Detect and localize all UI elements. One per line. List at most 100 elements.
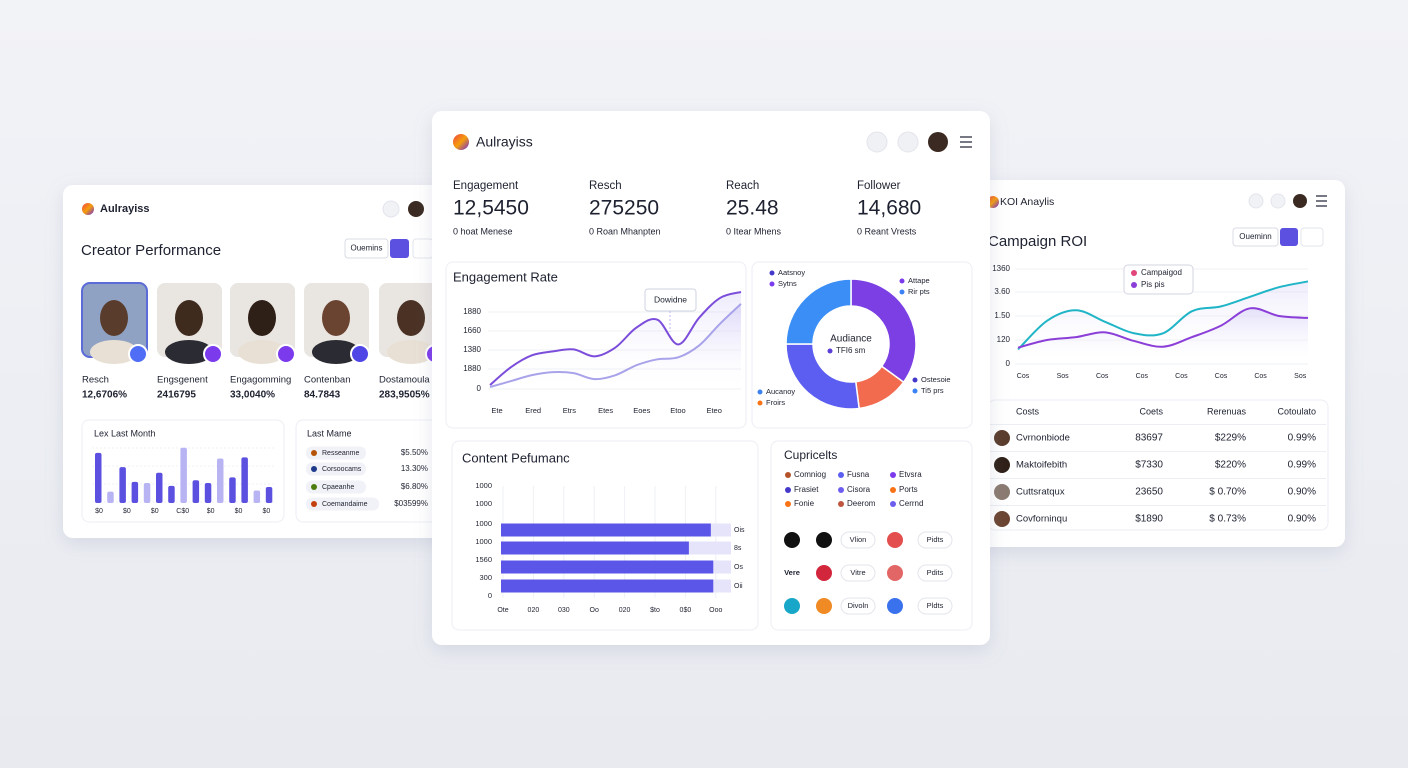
x-tick-label: 020	[619, 607, 631, 614]
value-label: 8s	[734, 545, 742, 552]
app-pill[interactable]	[840, 564, 876, 582]
name-pill	[306, 497, 379, 511]
table-header: Cotoulato	[1277, 406, 1316, 416]
donut-slice	[785, 278, 852, 345]
tooltip-dot	[1131, 282, 1137, 288]
creator-value: 84.7843	[304, 390, 341, 401]
table-cell: 0.99%	[1288, 433, 1316, 444]
x-tick-label: Ote	[497, 607, 508, 614]
app-pill[interactable]	[917, 564, 953, 582]
settings-button[interactable]	[412, 238, 434, 259]
icon-button[interactable]	[1248, 193, 1264, 209]
legend-text: Ti5 prs	[921, 386, 944, 395]
x-tick-label: $0	[207, 508, 215, 515]
table-cell: Cuttsratqux	[1016, 487, 1065, 498]
y-tick-label: 1.50	[994, 311, 1010, 320]
kpi-label: Engagement	[453, 180, 519, 192]
app-pill[interactable]	[917, 531, 953, 549]
bar	[131, 481, 139, 503]
creator-badge	[203, 344, 223, 364]
pill-dot	[311, 501, 317, 507]
user-avatar[interactable]	[1293, 194, 1307, 208]
icon-button[interactable]	[866, 131, 888, 153]
row-name: Corsoocams	[322, 466, 362, 473]
view-button[interactable]	[390, 239, 409, 258]
legend-dot	[785, 472, 791, 478]
y-tick-label: 0	[488, 591, 492, 600]
app-pill-text: Pldts	[927, 601, 944, 610]
legend-text: Fonie	[794, 499, 815, 508]
user-avatar[interactable]	[928, 132, 948, 152]
y-tick-label: 0	[1006, 359, 1011, 368]
y-tick-label: 1000	[475, 519, 492, 528]
bar	[180, 447, 187, 503]
x-tick-label: Ete	[491, 406, 502, 415]
tooltip-text: Pis pis	[1141, 280, 1165, 289]
x-tick-label: Etrs	[563, 406, 577, 415]
creator-body	[165, 340, 213, 364]
table-header: Rerenuas	[1207, 406, 1247, 416]
legend-text: Fusna	[847, 470, 870, 479]
x-tick-label: Eoes	[633, 406, 650, 415]
table-cell: 83697	[1135, 433, 1163, 444]
x-tick-label: Cos	[1136, 373, 1149, 380]
name-pill	[306, 480, 366, 494]
value-label: Os	[734, 564, 743, 571]
creator-face	[397, 300, 425, 336]
app-pill-text: Pidts	[927, 535, 944, 544]
filter-button[interactable]	[344, 238, 389, 259]
line-series	[1017, 307, 1309, 349]
x-tick-label: $0	[123, 508, 131, 515]
creator-body	[312, 340, 360, 364]
app-pill[interactable]	[840, 531, 876, 549]
donut-label: Audiance	[830, 334, 872, 345]
icon-button[interactable]	[382, 200, 400, 218]
y-tick-label: 1880	[463, 307, 481, 316]
app-pill[interactable]	[917, 597, 953, 615]
bar	[168, 485, 175, 503]
y-tick-label: 1000	[475, 481, 492, 490]
x-tick-label: 020	[528, 607, 540, 614]
bar	[265, 487, 273, 503]
kpi-value: 12,5450	[453, 197, 529, 220]
legend-dot	[785, 501, 791, 507]
panel-title: Cupricelts	[784, 448, 837, 462]
left-panel: Aulrayiss Creator Performance Ouemins Resch…	[63, 185, 463, 538]
x-tick-label: Sos	[1057, 373, 1070, 380]
bar	[204, 483, 212, 503]
app-icon	[784, 598, 800, 614]
y-tick-label: 0	[477, 384, 482, 393]
panel-title: Creator Performance	[81, 242, 221, 259]
row-avatar	[994, 484, 1010, 500]
legend-text: Rir pts	[908, 287, 930, 296]
kpi-note: 0 Roan Mhanpten	[589, 226, 661, 236]
legend-text: Cisora	[847, 485, 871, 494]
table-cell: Covforninqu	[1016, 514, 1067, 525]
settings-button[interactable]	[1300, 227, 1324, 247]
icon-button[interactable]	[1270, 193, 1286, 209]
legend-dot	[757, 400, 763, 406]
row-avatar	[994, 430, 1010, 446]
icon-button[interactable]	[897, 131, 919, 153]
x-tick-label: $0	[235, 508, 243, 515]
legend-dot	[912, 377, 918, 383]
y-tick-label: 300	[479, 573, 492, 582]
tooltip-dot	[1131, 270, 1137, 276]
filter-button[interactable]	[1232, 227, 1279, 247]
legend-text: Froirs	[766, 398, 785, 407]
table-cell: Cvrnonbiode	[1016, 433, 1070, 444]
app-icon	[816, 532, 832, 548]
x-tick-label: 0$0	[680, 607, 692, 614]
creator-face	[175, 300, 203, 336]
donut-value: TFI6 sm	[836, 346, 866, 355]
app-pill[interactable]	[840, 597, 876, 615]
x-tick-label: Cos	[1017, 373, 1030, 380]
user-avatar[interactable]	[408, 201, 424, 217]
legend-dot	[757, 389, 763, 395]
legend-text: Ports	[899, 485, 918, 494]
kpi-value: 25.48	[726, 197, 779, 220]
creator-body	[238, 340, 286, 364]
view-button[interactable]	[1280, 228, 1298, 246]
table-cell: 0.90%	[1288, 487, 1316, 498]
